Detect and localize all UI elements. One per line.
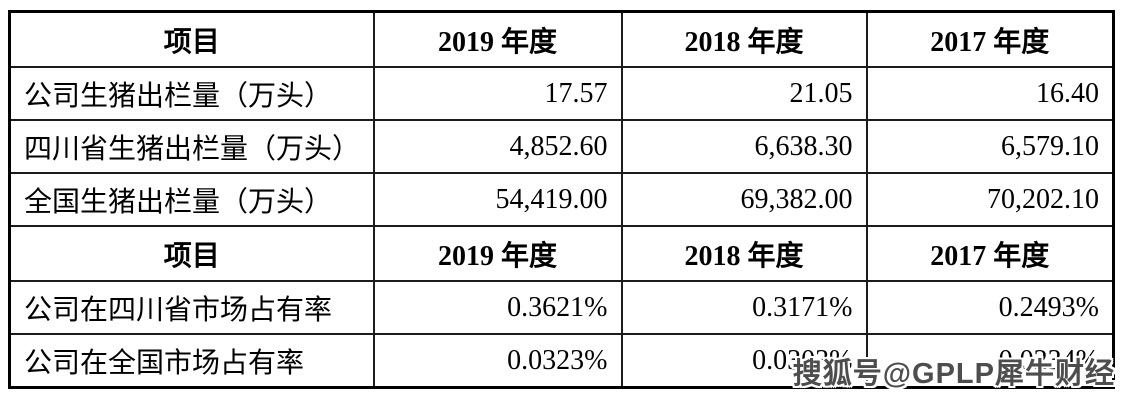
table-header-row-1: 项目 2019 年度 2018 年度 2017 年度: [8, 10, 1115, 68]
table-row-national-market-share: 公司在全国市场占有率 0.0323% 0.0303% 0.0234%: [8, 333, 1115, 389]
column-header-item: 项目: [8, 10, 375, 68]
table-row-sichuan-market-share: 公司在四川省市场占有率 0.3621% 0.3171% 0.2493%: [8, 280, 1115, 335]
cell-value-2019: 4,852.60: [372, 119, 623, 174]
column-header-2018: 2018 年度: [620, 10, 868, 68]
cell-value-2019: 17.57: [372, 66, 623, 121]
table-row-company-output: 公司生猪出栏量（万头） 17.57 21.05 16.40: [8, 66, 1115, 121]
row-label: 全国生猪出栏量（万头）: [8, 172, 375, 227]
column-header-2019: 2019 年度: [372, 225, 623, 282]
column-header-item: 项目: [8, 225, 375, 282]
cell-value-2017: 16.40: [865, 66, 1115, 121]
column-header-2017: 2017 年度: [865, 10, 1115, 68]
cell-value-2018: 21.05: [620, 66, 868, 121]
cell-value-2018: 0.0303%: [620, 333, 868, 389]
row-label: 公司在全国市场占有率: [8, 333, 375, 389]
column-header-2018: 2018 年度: [620, 225, 868, 282]
cell-value-2019: 0.0323%: [372, 333, 623, 389]
table-row-national-output: 全国生猪出栏量（万头） 54,419.00 69,382.00 70,202.1…: [8, 172, 1115, 227]
column-header-2017: 2017 年度: [865, 225, 1115, 282]
cell-value-2018: 0.3171%: [620, 280, 868, 335]
cell-value-2017: 0.0234%: [865, 333, 1115, 389]
sohu-watermark: 搜狐号@GPLP犀牛财经: [792, 358, 1115, 390]
table-header-row-2: 项目 2019 年度 2018 年度 2017 年度: [8, 225, 1115, 282]
cell-value-2017: 70,202.10: [865, 172, 1115, 227]
cell-value-2019: 0.3621%: [372, 280, 623, 335]
pig-output-market-share-table: 项目 2019 年度 2018 年度 2017 年度 公司生猪出栏量（万头） 1…: [8, 10, 1115, 389]
cell-value-2017: 6,579.10: [865, 119, 1115, 174]
cell-value-2018: 69,382.00: [620, 172, 868, 227]
row-label: 公司生猪出栏量（万头）: [8, 66, 375, 121]
cell-value-2019: 54,419.00: [372, 172, 623, 227]
table-row-sichuan-output: 四川省生猪出栏量（万头） 4,852.60 6,638.30 6,579.10: [8, 119, 1115, 174]
cell-value-2018: 6,638.30: [620, 119, 868, 174]
row-label: 四川省生猪出栏量（万头）: [8, 119, 375, 174]
cell-value-2017: 0.2493%: [865, 280, 1115, 335]
row-label: 公司在四川省市场占有率: [8, 280, 375, 335]
column-header-2019: 2019 年度: [372, 10, 623, 68]
